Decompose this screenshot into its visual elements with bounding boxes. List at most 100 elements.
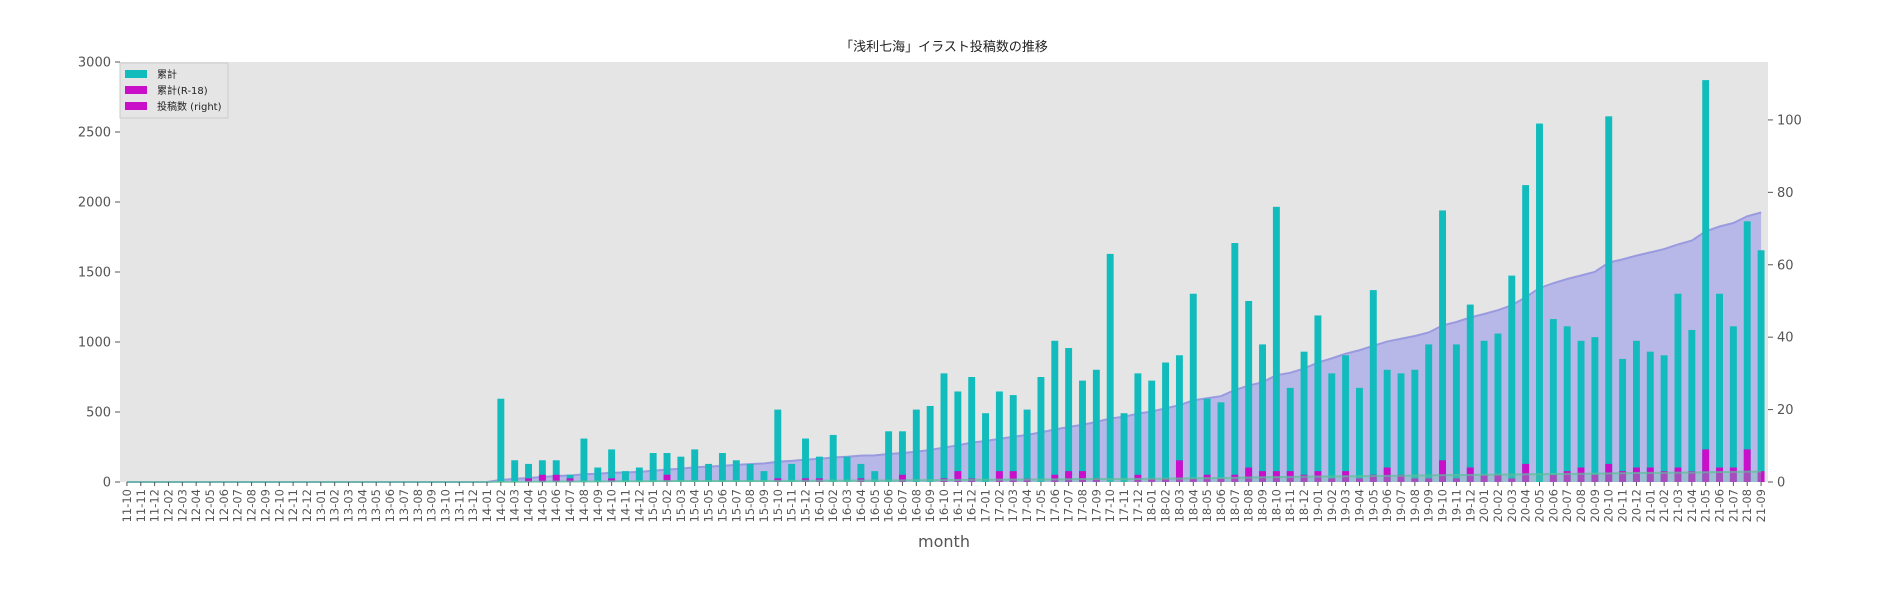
bar-posts-r18-20-12 <box>1632 467 1640 482</box>
xtick-label: 19-07 <box>1394 489 1408 522</box>
bar-posts-21-07 <box>1729 326 1737 482</box>
bar-posts-r18-14-07 <box>566 478 574 482</box>
ytick-right-label: 0 <box>1777 476 1785 491</box>
xtick-label: 13-03 <box>342 489 356 522</box>
xtick-label: 17-12 <box>1131 489 1145 522</box>
bar-posts-18-09 <box>1259 344 1266 482</box>
xtick-label: 13-07 <box>397 489 411 522</box>
bar-posts-14-09 <box>594 467 602 482</box>
xtick-label: 14-09 <box>591 489 605 522</box>
bar-posts-21-05 <box>1702 80 1710 482</box>
bar-posts-20-06 <box>1549 319 1557 482</box>
bar-posts-14-03 <box>511 460 519 482</box>
xtick-label: 11-12 <box>148 489 162 522</box>
legend: 累計 累計(R-18) 投稿数 (right) <box>119 62 229 119</box>
bar-posts-17-12 <box>1134 373 1142 482</box>
ytick-left-label: 500 <box>86 406 111 421</box>
bar-posts-14-06 <box>552 460 560 482</box>
bar-posts-20-09 <box>1591 337 1599 482</box>
bar-posts-r18-14-04 <box>525 478 532 482</box>
xtick-label: 12-11 <box>286 489 300 522</box>
bar-posts-r18-21-01 <box>1646 467 1654 482</box>
xtick-label: 20-11 <box>1616 489 1630 522</box>
xtick-label: 19-10 <box>1436 489 1450 522</box>
xtick-label: 12-08 <box>245 489 259 522</box>
ytick-left-label: 1500 <box>78 266 111 281</box>
bar-posts-15-04 <box>691 449 699 482</box>
bar-posts-16-10 <box>940 373 948 482</box>
xtick-label: 20-02 <box>1491 489 1505 522</box>
right-y-axis: 0 20 40 60 80 100 <box>1768 113 1802 491</box>
bar-posts-20-02 <box>1494 333 1502 482</box>
legend-label-cumulative-r18: 累計(R-18) <box>157 84 208 97</box>
bar-posts-18-12 <box>1300 351 1308 482</box>
bar-posts-r18-20-02 <box>1494 474 1502 482</box>
ytick-left-label: 2500 <box>78 126 111 141</box>
bar-posts-20-10 <box>1605 116 1613 482</box>
bar-posts-r18-19-07 <box>1397 474 1405 482</box>
bar-posts-17-04 <box>1023 409 1031 482</box>
bar-posts-r18-17-03 <box>1009 471 1017 482</box>
bar-posts-r18-19-11 <box>1452 478 1460 482</box>
xtick-label: 16-01 <box>812 489 826 522</box>
xtick-label: 16-09 <box>923 489 937 522</box>
xtick-label: 16-10 <box>937 489 951 522</box>
cumulative-r18-area <box>126 471 1762 482</box>
bar-posts-r18-21-02 <box>1660 471 1668 482</box>
bar-posts-20-08 <box>1577 340 1585 482</box>
bar-posts-r18-18-02 <box>1162 478 1170 482</box>
xtick-label: 17-10 <box>1103 489 1117 522</box>
xtick-label: 15-09 <box>757 489 771 522</box>
bar-posts-r18-18-03 <box>1175 460 1183 482</box>
bar-posts-r18-20-01 <box>1480 474 1488 482</box>
bar-posts-21-08 <box>1743 221 1751 482</box>
xtick-label: 12-02 <box>161 489 175 522</box>
xtick-label: 21-08 <box>1740 489 1754 522</box>
bar-posts-15-01 <box>649 453 657 482</box>
xtick-label: 18-02 <box>1159 489 1173 522</box>
bar-posts-r18-19-05 <box>1369 474 1377 482</box>
xtick-label: 17-06 <box>1048 489 1062 522</box>
xtick-label: 12-09 <box>258 489 272 522</box>
xtick-label: 17-02 <box>992 489 1006 522</box>
x-axis: 11-10 11-11 11-12 12-02 12-03 12-04 12-05 12-06… <box>120 482 1768 522</box>
xtick-label: 13-06 <box>383 489 397 522</box>
bar-posts-19-08 <box>1411 369 1419 482</box>
xtick-label: 18-12 <box>1297 489 1311 522</box>
xtick-label: 15-05 <box>702 489 716 522</box>
xtick-label: 15-10 <box>771 489 785 522</box>
xtick-label: 16-08 <box>909 489 923 522</box>
xtick-label: 14-10 <box>605 489 619 522</box>
xtick-label: 21-03 <box>1671 489 1685 522</box>
bar-posts-15-08 <box>746 463 754 482</box>
bar-posts-17-09 <box>1092 369 1100 482</box>
bar-posts-r18-20-08 <box>1577 467 1585 482</box>
xtick-label: 21-06 <box>1713 489 1727 522</box>
xtick-label: 12-07 <box>231 489 245 522</box>
bar-posts-14-10 <box>608 449 616 482</box>
bar-posts-r18-17-08 <box>1079 471 1086 482</box>
xtick-label: 18-01 <box>1145 489 1159 522</box>
xtick-label: 21-04 <box>1685 489 1699 522</box>
bar-posts-16-06 <box>885 431 893 482</box>
bar-posts-21-09 <box>1757 250 1765 482</box>
bar-posts-r18-19-06 <box>1383 467 1391 482</box>
xtick-label: 18-03 <box>1172 489 1186 522</box>
bar-posts-r18-21-04 <box>1688 471 1696 482</box>
bar-posts-r18-14-06 <box>552 474 560 482</box>
xtick-label: 15-11 <box>785 489 799 522</box>
bar-posts-16-09 <box>926 405 934 482</box>
bar-posts-r18-18-06 <box>1217 478 1225 482</box>
xtick-label: 12-05 <box>203 489 217 522</box>
xtick-label: 12-12 <box>300 489 314 522</box>
xtick-label: 16-03 <box>840 489 854 522</box>
bar-posts-21-02 <box>1660 355 1668 482</box>
bar-posts-17-08 <box>1079 380 1086 482</box>
bar-posts-r18-14-05 <box>538 474 546 482</box>
bar-posts-r18-19-02 <box>1328 478 1336 482</box>
xtick-label: 12-10 <box>272 489 286 522</box>
bar-posts-16-08 <box>912 409 920 482</box>
bar-posts-18-01 <box>1148 380 1156 482</box>
xtick-label: 14-12 <box>632 489 646 522</box>
bar-posts-19-05 <box>1369 290 1377 482</box>
